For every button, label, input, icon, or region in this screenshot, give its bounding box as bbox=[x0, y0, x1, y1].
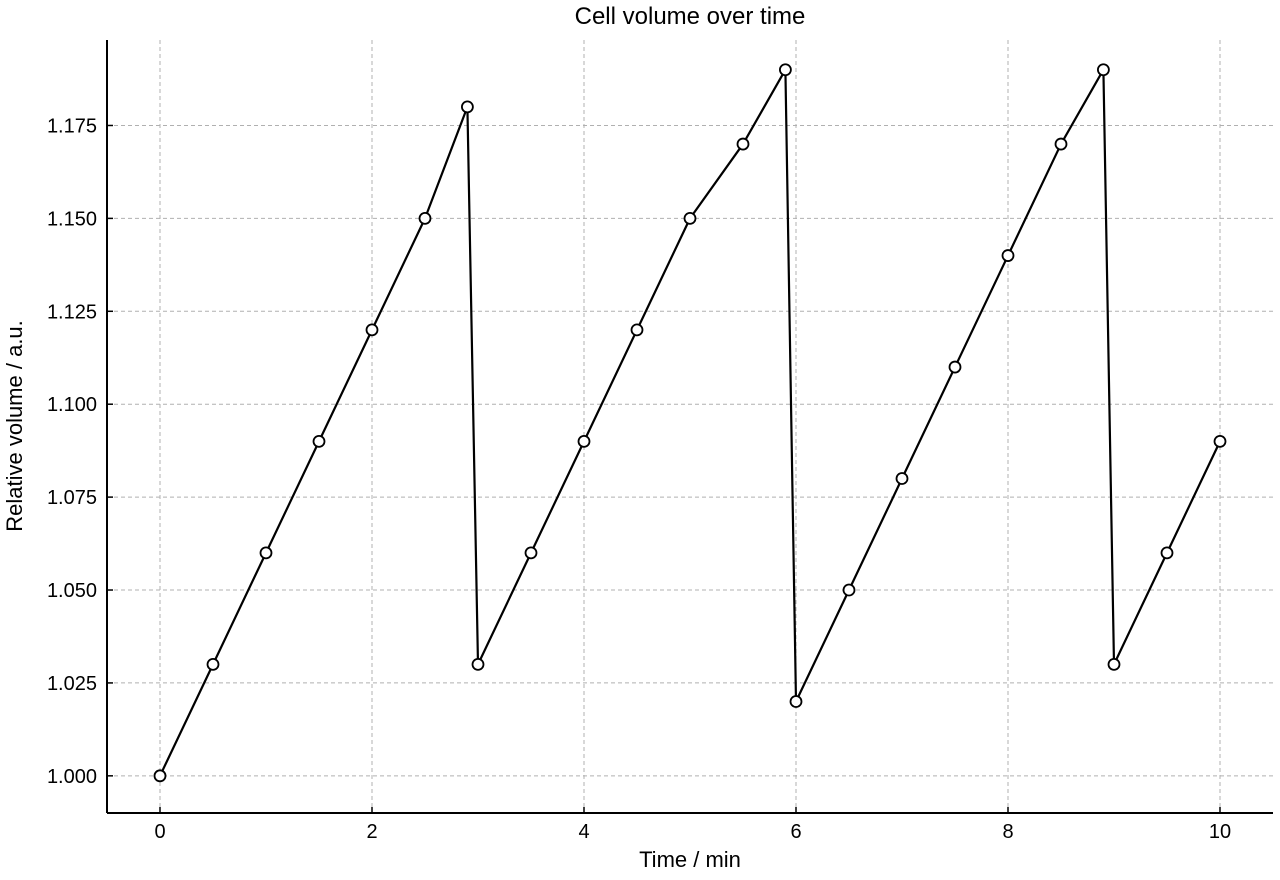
data-point bbox=[471, 657, 485, 671]
data-point bbox=[736, 137, 750, 151]
data-point bbox=[365, 323, 379, 337]
x-tick-label: 4 bbox=[578, 821, 589, 843]
x-tick-label: 6 bbox=[790, 821, 801, 843]
x-axis-title: Time / min bbox=[639, 847, 741, 872]
y-tick-label: 1.075 bbox=[47, 487, 97, 509]
y-tick-label: 1.175 bbox=[47, 115, 97, 137]
data-point bbox=[259, 546, 273, 560]
y-ticks: 1.000 1.025 1.050 1.075 1.100 1.125 1.150 1.175 bbox=[47, 115, 113, 788]
data-point bbox=[153, 769, 167, 783]
data-point bbox=[577, 434, 591, 448]
data-point bbox=[842, 583, 856, 597]
data-point bbox=[895, 472, 909, 485]
data-point bbox=[779, 63, 792, 77]
data-point bbox=[1213, 434, 1227, 448]
y-tick-label: 1.050 bbox=[47, 580, 97, 602]
data-point bbox=[1107, 657, 1121, 671]
data-point bbox=[524, 546, 538, 560]
data-points bbox=[153, 63, 1227, 783]
x-tick-label: 8 bbox=[1002, 821, 1013, 843]
y-tick-label: 1.150 bbox=[47, 208, 97, 230]
data-point bbox=[206, 657, 220, 671]
x-ticks: 0 2 4 6 8 10 bbox=[154, 807, 1231, 843]
series-line bbox=[159, 68, 1221, 777]
chart-title: Cell volume over time bbox=[575, 3, 806, 30]
data-point bbox=[789, 695, 803, 708]
y-tick-label: 1.100 bbox=[47, 394, 97, 416]
data-point bbox=[312, 434, 326, 448]
data-point bbox=[1160, 546, 1174, 560]
y-tick-label: 1.000 bbox=[47, 766, 97, 788]
x-tick-label: 0 bbox=[154, 821, 165, 843]
grid bbox=[107, 40, 1273, 813]
axes bbox=[106, 40, 1273, 814]
data-point bbox=[683, 211, 697, 225]
y-tick-label: 1.125 bbox=[47, 301, 97, 323]
y-tick-label: 1.025 bbox=[47, 673, 97, 695]
y-axis-title: Relative volume / a.u. bbox=[2, 320, 27, 532]
data-point bbox=[948, 360, 962, 374]
data-point bbox=[1054, 137, 1068, 151]
data-point bbox=[418, 211, 432, 225]
data-point bbox=[1001, 249, 1015, 262]
data-point bbox=[1097, 63, 1110, 77]
data-point bbox=[460, 100, 474, 114]
x-tick-label: 2 bbox=[366, 821, 377, 843]
data-point bbox=[630, 323, 644, 337]
x-tick-label: 10 bbox=[1209, 821, 1231, 843]
